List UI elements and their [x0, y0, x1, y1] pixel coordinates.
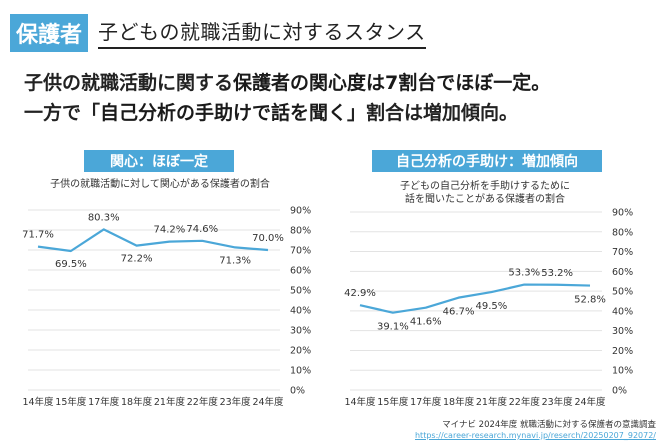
chart-2-x-tick-label: 14年度 — [344, 396, 376, 408]
chart-1-data-label: 74.6% — [186, 224, 218, 235]
panel-2-subtitle: 子どもの自己分析を手助けするために 話を聞いたことがある保護者の割合 — [340, 180, 630, 206]
chart-2-x-tick-label: 23年度 — [542, 396, 574, 408]
chart-2-y-tick-label: 60% — [612, 267, 633, 278]
chart-1-data-label: 74.2% — [154, 225, 186, 236]
chart-1-y-tick-label: 0% — [290, 386, 305, 397]
chart-2-x-tick-label: 24年度 — [574, 396, 606, 408]
panel-2-subtitle-line-2: 話を聞いたことがある保護者の割合 — [405, 194, 565, 205]
chart-2-series-line — [359, 283, 591, 314]
panel-1-title: 関心：ほぼ一定 — [84, 150, 234, 172]
chart-1-x-tick-label: 18年度 — [121, 396, 153, 408]
chart-1-data-label: 70.0% — [252, 233, 284, 244]
chart-1-data-label: 71.3% — [219, 255, 251, 266]
chart-2-data-label: 42.9% — [344, 288, 376, 299]
chart-2-x-tick-label: 18年度 — [443, 396, 475, 408]
chart-1-y-tick-label: 10% — [290, 366, 311, 377]
chart-2-data-label: 46.7% — [443, 307, 475, 318]
chart-2-x-tick-label: 15年度 — [377, 396, 409, 408]
chart-2-y-tick-label: 0% — [612, 386, 627, 397]
chart-2-data-label: 53.2% — [541, 268, 573, 279]
chart-2-y-tick-label: 10% — [612, 366, 633, 377]
chart-2-x-tick-label: 17年度 — [410, 396, 442, 408]
section-tag: 保護者 — [10, 14, 88, 52]
chart-2-y-tick-label: 20% — [612, 346, 633, 357]
chart-1-x-tick-label: 23年度 — [220, 396, 252, 408]
chart-1-x-tick-label: 15年度 — [55, 396, 87, 408]
chart-1-x-tick-label: 21年度 — [154, 396, 186, 408]
chart-2-data-label: 52.8% — [574, 295, 606, 306]
chart-2-y-tick-label: 40% — [612, 306, 633, 317]
lead-line-2-a: 一方で「 — [24, 102, 101, 124]
chart-1-data-label: 69.5% — [55, 259, 87, 270]
chart-2-y-tick-label: 90% — [612, 208, 633, 219]
chart-2-x-tick-label: 22年度 — [509, 396, 541, 408]
chart-2-x-tick-label: 21年度 — [476, 396, 508, 408]
page-title: 子どもの就職活動に対するスタンス — [98, 16, 426, 49]
lead-line-2: 一方で「自己分析の手助けで話を聞く」割合は増加傾向。 — [24, 98, 518, 125]
chart-1-y-tick-label: 90% — [290, 206, 311, 217]
chart-2-y-tick-label: 80% — [612, 227, 633, 238]
chart-2-y-tick-label: 50% — [612, 287, 633, 298]
chart-2-data-label: 49.5% — [476, 301, 508, 312]
chart-2-data-label: 53.3% — [508, 268, 540, 279]
chart-1-y-tick-label: 70% — [290, 246, 311, 257]
chart-1-x-tick-label: 17年度 — [88, 396, 120, 408]
lead-line-1: 子供の就職活動に関する保護者の関心度は7割台でほぼ一定。 — [24, 68, 550, 95]
chart-1-x-tick-label: 22年度 — [187, 396, 219, 408]
chart-1-data-label: 72.2% — [121, 254, 153, 265]
chart-1-y-tick-label: 30% — [290, 326, 311, 337]
chart-1-x-tick-label: 14年度 — [22, 396, 54, 408]
chart-1-y-tick-label: 50% — [290, 286, 311, 297]
panel-2-title: 自己分析の手助け：増加傾向 — [372, 150, 602, 172]
chart-1-data-label: 71.7% — [22, 230, 54, 241]
chart-1-data-label: 80.3% — [88, 212, 120, 223]
lead-line-1-a: 子供の就職活動に関する — [24, 72, 234, 94]
chart-2-data-label: 39.1% — [377, 322, 409, 333]
chart-2-y-tick-label: 70% — [612, 247, 633, 258]
chart-1-y-tick-label: 20% — [290, 346, 311, 357]
chart-1-series-line — [37, 228, 269, 253]
panel-2-subtitle-line-1: 子どもの自己分析を手助けするために — [400, 181, 570, 192]
lead-line-1-highlight: 保護者の関心度は7割台でほぼ一定。 — [233, 72, 551, 94]
source-link[interactable]: https://career-research.mynavi.jp/reserc… — [414, 431, 656, 440]
source-credit: マイナビ 2024年度 就職活動に対する保護者の意識調査 — [442, 420, 656, 430]
chart-2-data-label: 41.6% — [410, 317, 442, 328]
chart-1-y-tick-label: 40% — [290, 306, 311, 317]
chart-2-y-tick-label: 30% — [612, 326, 633, 337]
lead-line-2-highlight: 自己分析の手助けで話を聞く — [100, 102, 348, 124]
chart-1-x-tick-label: 24年度 — [252, 396, 284, 408]
panel-1-subtitle: 子供の就職活動に対して関心がある保護者の割合 — [50, 179, 270, 190]
chart-1-y-tick-label: 80% — [290, 226, 311, 237]
chart-1-y-tick-label: 60% — [290, 266, 311, 277]
lead-line-2-c: 」割合は増加傾向。 — [347, 102, 519, 124]
